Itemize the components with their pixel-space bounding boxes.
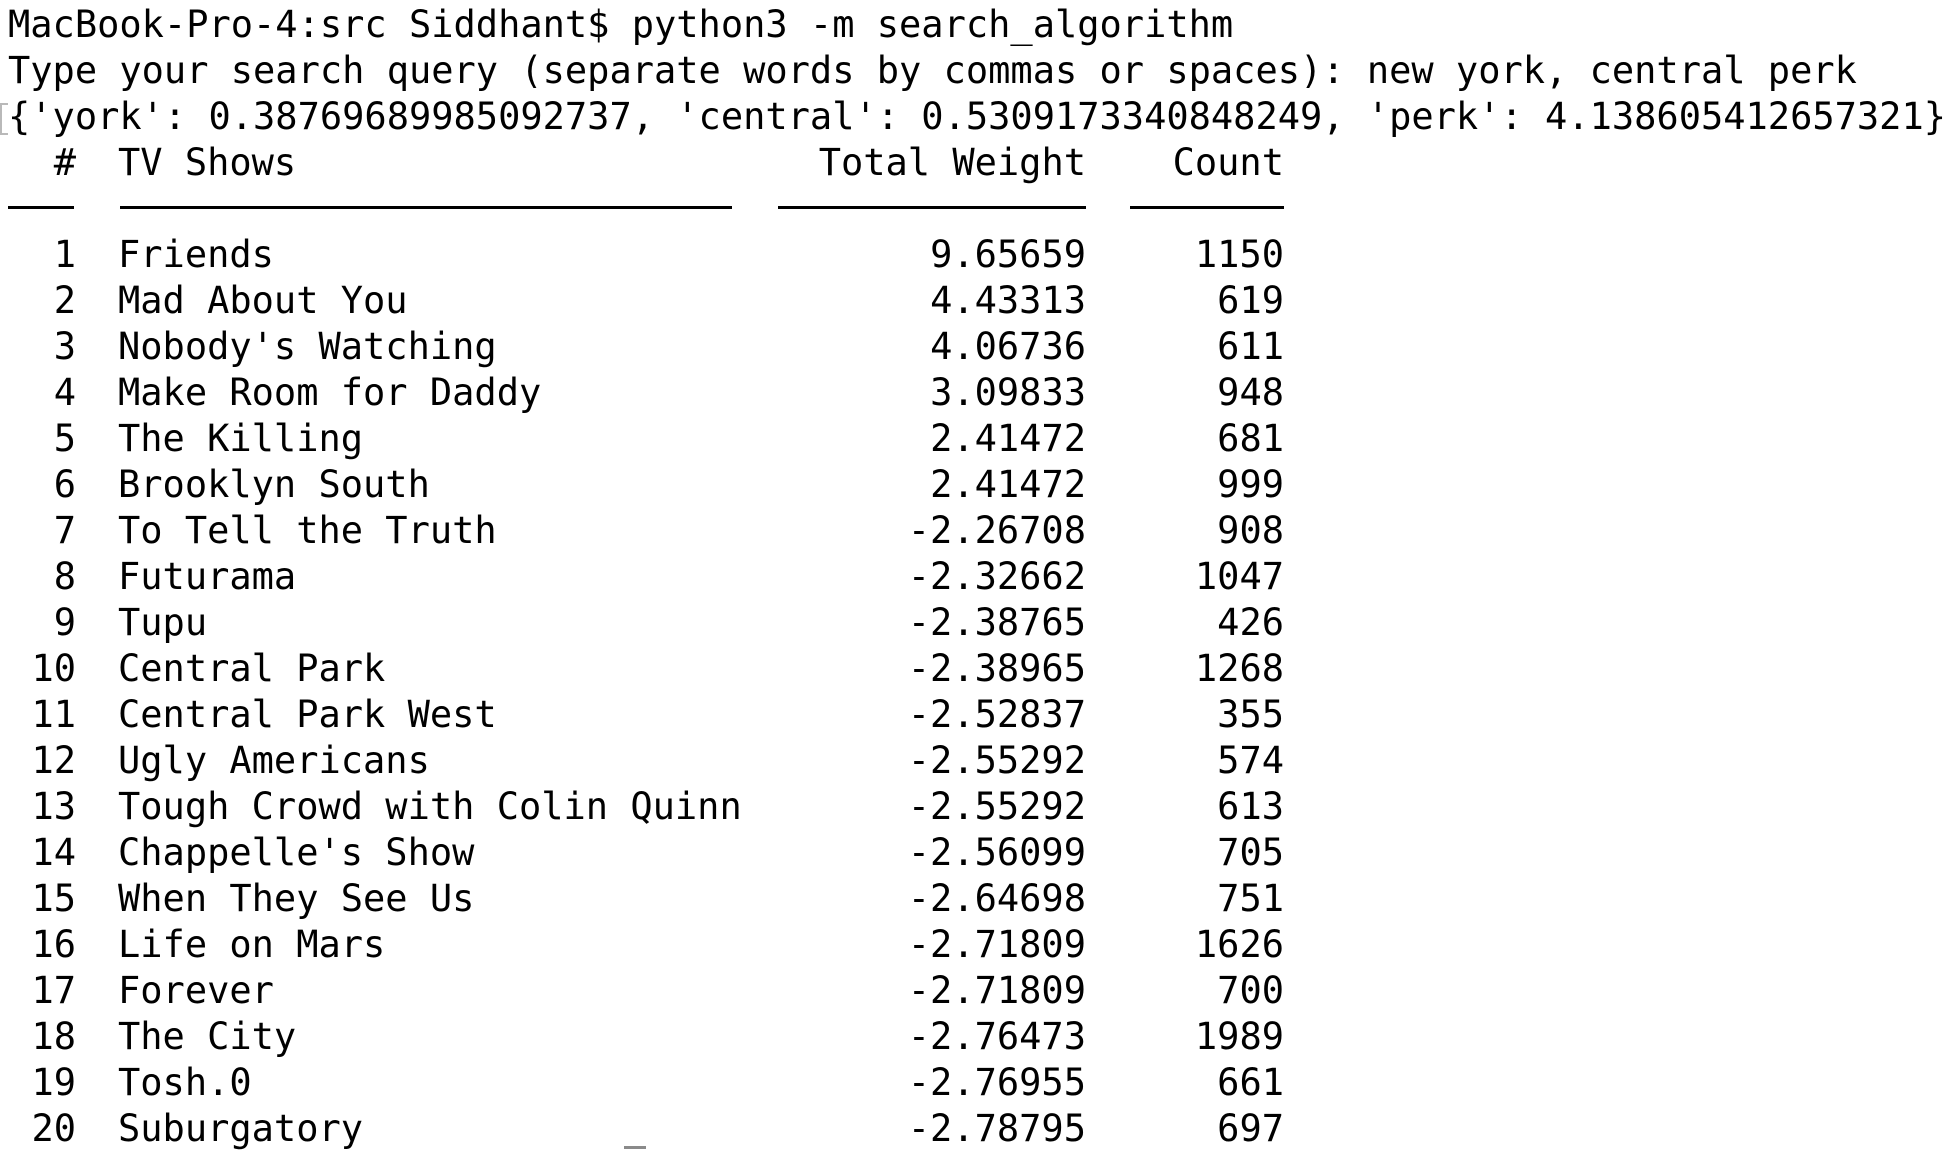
row-index: 10: [31, 647, 76, 690]
row-weight: 2.41472: [930, 463, 1086, 506]
row-count: 1989: [1194, 1015, 1284, 1058]
row-index: 3: [53, 325, 76, 368]
row-count: 908: [1217, 509, 1284, 552]
row-index: 18: [31, 1015, 76, 1058]
row-count: 619: [1217, 279, 1284, 322]
prompt-line: MacBook-Pro-4:src Siddhant$ python3 -m s…: [8, 3, 1234, 46]
row-index: 7: [53, 509, 76, 552]
row-weight: -2.76473: [907, 1015, 1086, 1058]
weights-line: {'york': 0.38769689985092737, 'central':…: [8, 95, 1947, 138]
row-index: 5: [53, 417, 76, 460]
row-show: Brooklyn South: [118, 463, 430, 506]
row-show: Mad About You: [118, 279, 408, 322]
row-count: 681: [1217, 417, 1284, 460]
separator-count: [1130, 206, 1284, 209]
row-weight: -2.55292: [907, 785, 1086, 828]
row-count: 661: [1217, 1061, 1284, 1104]
row-show: Central Park West: [118, 693, 497, 736]
row-show: Ugly Americans: [118, 739, 430, 782]
row-weight: -2.26708: [907, 509, 1086, 552]
row-weight: 4.06736: [930, 325, 1086, 368]
header-index: #: [53, 141, 76, 184]
row-index: 14: [31, 831, 76, 874]
row-count: 700: [1217, 969, 1284, 1012]
row-show: Suburgatory: [118, 1107, 364, 1150]
row-index: 1: [53, 233, 76, 276]
row-index: 12: [31, 739, 76, 782]
row-show: Make Room for Daddy: [118, 371, 542, 414]
row-count: 948: [1217, 371, 1284, 414]
row-index: 15: [31, 877, 76, 920]
row-count: 355: [1217, 693, 1284, 736]
row-index: 17: [31, 969, 76, 1012]
row-count: 574: [1217, 739, 1284, 782]
row-show: To Tell the Truth: [118, 509, 497, 552]
row-index: 16: [31, 923, 76, 966]
row-count: 999: [1217, 463, 1284, 506]
row-count: 426: [1217, 601, 1284, 644]
row-index: 4: [53, 371, 76, 414]
row-weight: -2.32662: [907, 555, 1086, 598]
row-show: Forever: [118, 969, 274, 1012]
row-show: Tosh.0: [118, 1061, 252, 1104]
row-count: 751: [1217, 877, 1284, 920]
row-show: Tupu: [118, 601, 208, 644]
header-total-weight: Total Weight: [818, 141, 1086, 184]
row-weight: -2.71809: [907, 969, 1086, 1012]
row-count: 613: [1217, 785, 1284, 828]
separator-show: [120, 206, 732, 209]
separator-weight: [778, 206, 1086, 209]
line-marker-icon: [0, 103, 8, 135]
row-show: The Killing: [118, 417, 364, 460]
row-weight: -2.56099: [907, 831, 1086, 874]
row-index: 9: [53, 601, 76, 644]
row-show: Friends: [118, 233, 274, 276]
row-index: 8: [53, 555, 76, 598]
row-weight: 2.41472: [930, 417, 1086, 460]
row-show: Chappelle's Show: [118, 831, 475, 874]
row-show: Futurama: [118, 555, 297, 598]
row-weight: -2.71809: [907, 923, 1086, 966]
row-weight: -2.76955: [907, 1061, 1086, 1104]
header-count: Count: [1172, 141, 1284, 184]
row-index: 2: [53, 279, 76, 322]
row-show: Life on Mars: [118, 923, 386, 966]
row-index: 11: [31, 693, 76, 736]
row-count: 705: [1217, 831, 1284, 874]
row-weight: -2.78795: [907, 1107, 1086, 1150]
row-show: Tough Crowd with Colin Quinn: [118, 785, 742, 828]
row-count: 1047: [1194, 555, 1284, 598]
row-show: Nobody's Watching: [118, 325, 497, 368]
separator-index: [8, 206, 74, 209]
row-weight: -2.52837: [907, 693, 1086, 736]
row-count: 1150: [1194, 233, 1284, 276]
row-index: 20: [31, 1107, 76, 1150]
row-weight: -2.64698: [907, 877, 1086, 920]
row-count: 611: [1217, 325, 1284, 368]
query-line: Type your search query (separate words b…: [8, 49, 1857, 92]
row-index: 19: [31, 1061, 76, 1104]
row-weight: 4.43313: [930, 279, 1086, 322]
row-show: The City: [118, 1015, 297, 1058]
row-weight: -2.38765: [907, 601, 1086, 644]
row-weight: 9.65659: [930, 233, 1086, 276]
row-show: When They See Us: [118, 877, 475, 920]
cursor-icon: [624, 1146, 646, 1149]
row-count: 1268: [1194, 647, 1284, 690]
row-show: Central Park: [118, 647, 386, 690]
row-weight: -2.38965: [907, 647, 1086, 690]
row-weight: -2.55292: [907, 739, 1086, 782]
row-count: 1626: [1194, 923, 1284, 966]
row-index: 6: [53, 463, 76, 506]
row-index: 13: [31, 785, 76, 828]
header-tv-shows: TV Shows: [118, 141, 297, 184]
row-count: 697: [1217, 1107, 1284, 1150]
row-weight: 3.09833: [930, 371, 1086, 414]
